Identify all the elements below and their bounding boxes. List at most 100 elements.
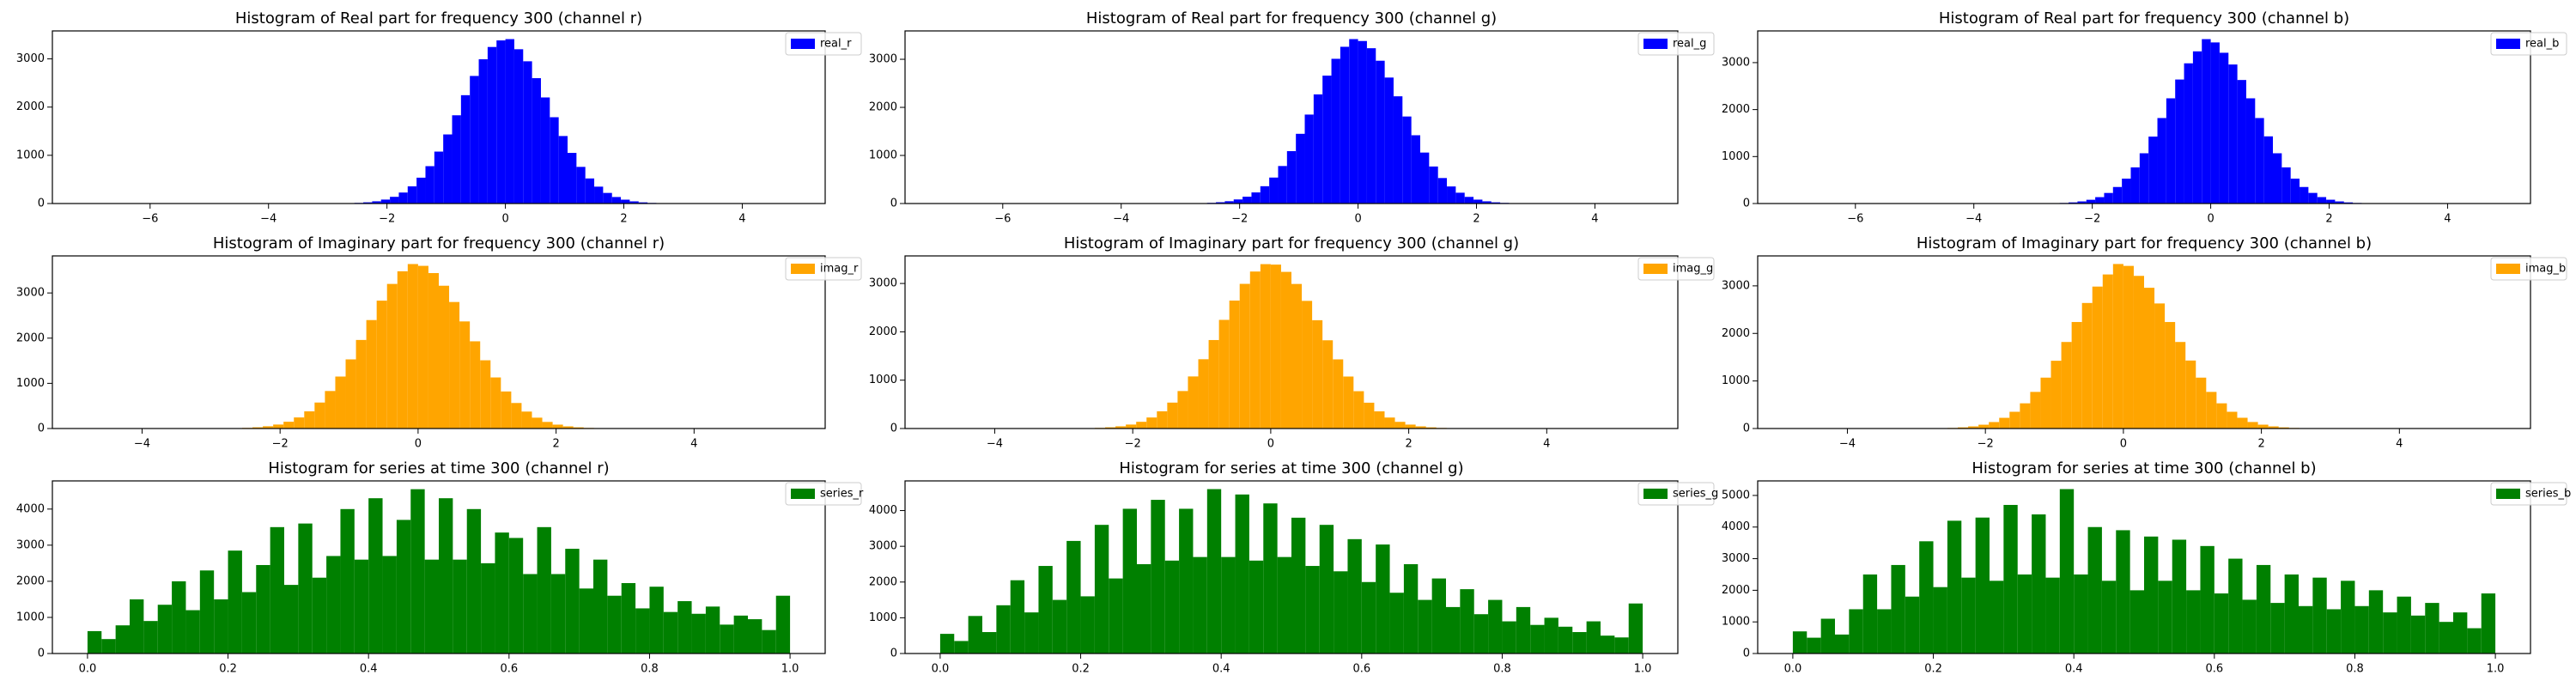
y-tick-label: 1000 <box>16 149 45 161</box>
axes-frame <box>1757 255 2531 429</box>
y-tick-label: 2000 <box>1722 103 1750 116</box>
legend-box <box>1637 482 1715 506</box>
axes-frame <box>1757 30 2531 204</box>
histogram-bar <box>1558 626 1573 654</box>
histogram-bar <box>449 301 460 429</box>
histogram-bar <box>157 605 173 654</box>
x-tick-label: −2 <box>379 213 395 226</box>
y-tick-label: 4000 <box>16 502 45 515</box>
x-tick-label: 4 <box>2396 438 2403 451</box>
axes-frame <box>904 30 1679 204</box>
legend: real_r <box>785 32 862 56</box>
histogram-bar <box>1038 566 1053 654</box>
histogram-bar <box>593 559 608 654</box>
histogram-bar <box>417 265 428 429</box>
histogram-bar <box>452 115 461 204</box>
histogram-bar <box>611 197 622 204</box>
histogram-bar <box>115 625 130 654</box>
histogram-bar <box>1530 624 1545 654</box>
histogram-bar <box>638 202 648 204</box>
histogram-bar <box>1491 202 1501 204</box>
histogram-bar <box>1384 417 1395 429</box>
histogram-bar <box>2245 98 2256 204</box>
histogram-bar <box>1218 319 1230 429</box>
histogram-bar <box>314 402 325 429</box>
chart-title: Histogram for series at time 300 (channe… <box>1971 459 2316 477</box>
legend-box <box>785 482 862 506</box>
histogram-bar <box>1411 135 1420 204</box>
histogram-bar <box>1586 621 1601 654</box>
histogram-bar <box>2270 603 2285 654</box>
histogram-bar <box>2104 192 2113 204</box>
histogram-bar <box>372 201 381 204</box>
histogram-bar <box>2130 167 2140 204</box>
histogram-bar <box>1572 632 1587 654</box>
histogram-bar <box>720 624 734 654</box>
histogram-bar <box>1862 574 1878 654</box>
histogram-bar <box>1431 578 1446 654</box>
y-tick-label: 2000 <box>869 575 897 588</box>
x-tick-label: −2 <box>272 438 289 451</box>
histogram-bar <box>1403 563 1419 654</box>
histogram-bar <box>1177 391 1188 429</box>
histogram-bar <box>2172 539 2187 654</box>
x-tick-label: 2 <box>1405 438 1412 451</box>
x-tick-label: −4 <box>1965 213 1982 226</box>
y-tick-label: 3000 <box>869 277 897 290</box>
histogram-bar <box>459 321 471 429</box>
histogram-bar <box>335 376 346 429</box>
histogram-bar <box>2144 288 2155 429</box>
histogram-bar <box>2247 422 2258 429</box>
histogram-bar <box>2343 202 2354 204</box>
histogram-bar <box>2200 545 2215 654</box>
histogram-bar <box>2009 411 2020 429</box>
histogram-bar <box>228 550 242 654</box>
histogram-bar <box>1376 544 1390 654</box>
histogram-bar <box>1024 612 1039 654</box>
histogram-bar <box>1260 264 1271 429</box>
histogram-bar <box>1221 556 1236 654</box>
histogram-bar <box>542 422 553 429</box>
histogram-bar <box>382 556 397 654</box>
histogram-bar <box>366 319 377 429</box>
histogram-bar <box>2326 609 2342 654</box>
histogram-bar <box>1235 494 1249 654</box>
histogram-bar <box>1418 599 1432 654</box>
histogram-bar <box>487 46 497 204</box>
histogram-bar <box>390 197 399 204</box>
x-tick-label: 0 <box>1354 213 1361 226</box>
legend-box <box>1637 32 1715 56</box>
subplot: Histogram of Imaginary part for frequenc… <box>16 234 862 451</box>
x-tick-label: 0.0 <box>932 663 950 676</box>
histogram-bar <box>677 601 692 654</box>
histogram-bar <box>1905 596 1920 654</box>
histogram-bar <box>294 417 305 429</box>
histogram-bar <box>2020 403 2031 429</box>
histogram-bar <box>340 508 355 654</box>
histogram-bar <box>1115 426 1127 429</box>
histogram-bar <box>460 94 471 204</box>
histogram-bar <box>775 595 791 654</box>
histogram-bar <box>1270 264 1281 429</box>
histogram-bar <box>1052 599 1067 654</box>
histogram-bar <box>501 391 512 429</box>
histogram-bar <box>380 199 391 204</box>
x-tick-label: −4 <box>260 213 276 226</box>
histogram-bar <box>326 556 341 654</box>
legend-swatch <box>1643 264 1668 274</box>
histogram-bar <box>424 559 439 654</box>
histogram-bar <box>2045 577 2060 654</box>
histogram-bar <box>552 424 563 429</box>
axes-frame <box>904 480 1679 654</box>
histogram-bar <box>1366 48 1376 204</box>
histogram-bar <box>410 489 425 654</box>
histogram-bar <box>1109 578 1123 654</box>
x-tick-label: 4 <box>690 438 697 451</box>
histogram-bar <box>368 498 383 654</box>
axes-frame <box>52 30 826 204</box>
histogram-bar <box>996 605 1011 654</box>
histogram-bar <box>1151 500 1165 654</box>
histogram-bar <box>1286 150 1297 204</box>
x-tick-label: 0.6 <box>1352 663 1370 676</box>
